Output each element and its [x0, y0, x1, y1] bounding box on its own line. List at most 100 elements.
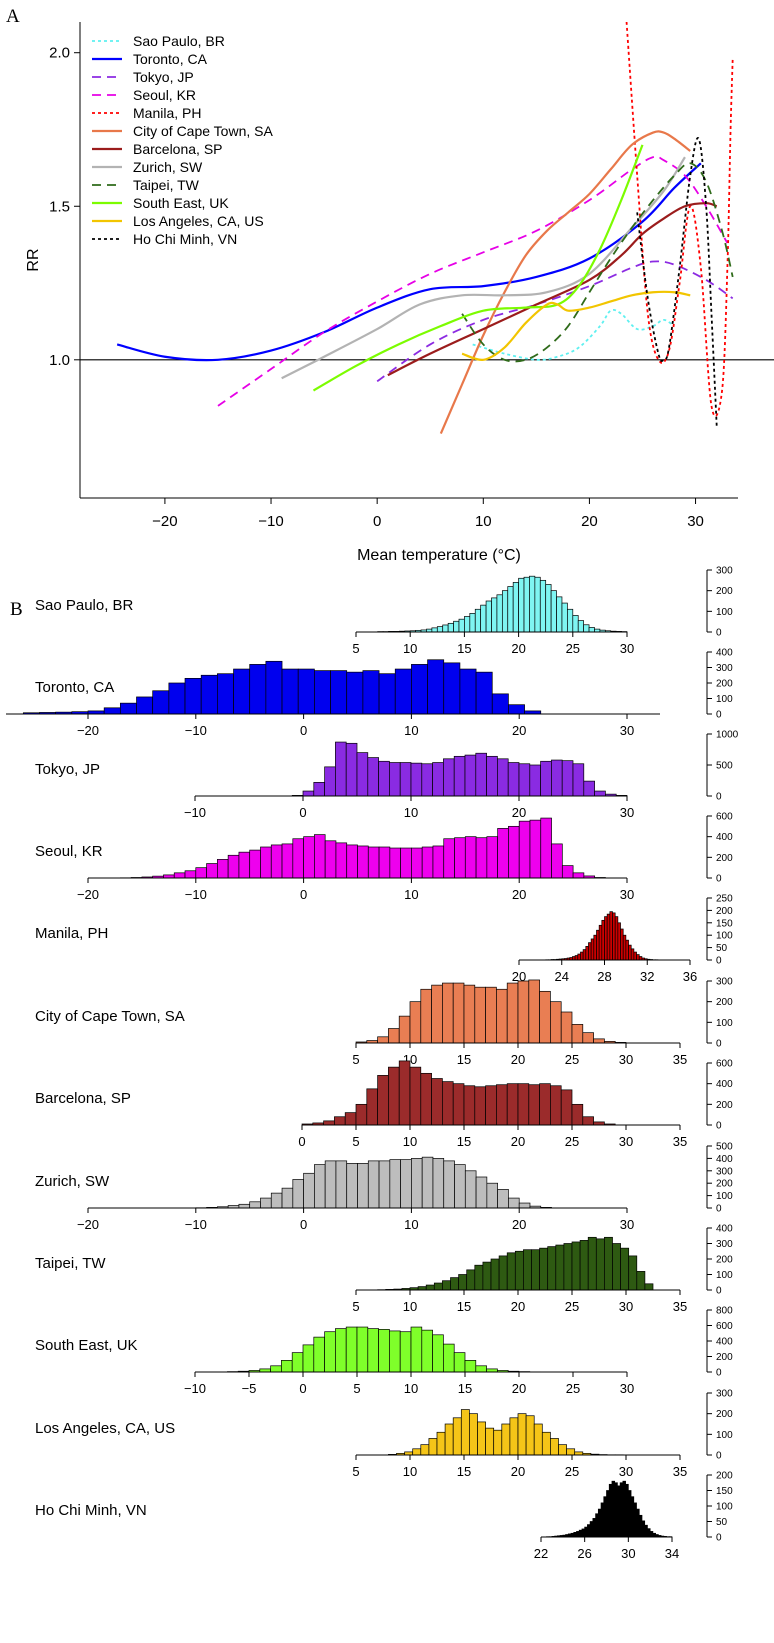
city-label: Seoul, KR: [35, 843, 103, 860]
histogram-bar: [622, 1480, 626, 1538]
histogram-bar: [571, 1024, 584, 1044]
histogram-bar: [346, 1163, 358, 1209]
count-tick-label: 200: [716, 906, 733, 917]
histogram-bar: [539, 1083, 551, 1126]
count-tick-label: 600: [716, 1321, 733, 1332]
histogram-bar: [506, 1252, 516, 1291]
histogram-bar: [314, 1164, 326, 1209]
count-tick-label: 100: [716, 1018, 733, 1029]
histogram-bar: [603, 1496, 607, 1538]
histogram-bar: [367, 846, 380, 879]
curve-los-angeles-ca-us: [461, 290, 691, 361]
histogram-bar: [592, 1518, 596, 1538]
count-tick-label: 1000: [716, 730, 739, 741]
histogram-bar: [433, 1282, 443, 1291]
histogram-bar: [388, 1028, 400, 1044]
histogram-bar: [539, 990, 551, 1044]
count-tick-label: 0: [716, 1039, 722, 1050]
x-tick-label: 0: [300, 1217, 307, 1232]
x-tick-label: 0: [299, 805, 306, 820]
histogram-bar: [508, 704, 525, 715]
x-tick-label: 15: [457, 1052, 471, 1067]
histogram-bar: [410, 762, 423, 797]
histogram-bar: [512, 582, 519, 633]
histogram-bar: [409, 1066, 422, 1126]
histogram-bar: [555, 1244, 565, 1291]
histogram-bar: [378, 846, 391, 879]
histogram-bar: [432, 762, 444, 797]
count-tick-label: 300: [716, 1239, 733, 1250]
histogram-bar: [452, 1083, 465, 1126]
histogram-bar: [400, 1159, 412, 1209]
histogram-barcelona-sp: Barcelona, SP 0 5 10 15 20 25 30 35 0 200 400 600: [35, 1059, 733, 1150]
histogram-bar: [313, 782, 325, 797]
histogram-bar: [595, 1513, 599, 1538]
x-tick-label: 35: [673, 1134, 687, 1149]
curve-ho-chi-minh-vn: [636, 137, 718, 428]
histogram-bar: [556, 596, 563, 633]
count-tick-label: 300: [716, 663, 733, 674]
histogram-bar: [378, 1160, 391, 1209]
histogram-bar: [566, 1448, 576, 1456]
x-tick-label: 20: [512, 723, 526, 738]
histogram-bar: [633, 1502, 637, 1538]
histogram-bar: [644, 1283, 654, 1291]
histogram-bar: [596, 929, 600, 961]
x-tick-label: 15: [457, 1134, 471, 1149]
x-tick-label: −20: [77, 887, 99, 902]
histogram-seoul-kr: Seoul, KR −20 −10 0 10 20 30 0 200 400 600: [35, 812, 733, 903]
x-tick-label: −10: [184, 805, 206, 820]
histogram-bar: [572, 956, 576, 961]
histogram-bar: [425, 1284, 435, 1291]
x-tick-label: 30: [620, 1381, 634, 1396]
legend-label-taipei-tw: Taipei, TW: [133, 177, 200, 193]
x-tick-label: 5: [352, 1299, 359, 1314]
histogram-bar: [421, 1156, 434, 1209]
curves: [116, 22, 734, 434]
histogram-bar: [249, 664, 267, 715]
curve-tokyo-jp: [376, 260, 734, 383]
histogram-bar: [636, 1271, 646, 1291]
histogram-bar: [453, 620, 460, 633]
histogram-bar: [292, 1179, 304, 1209]
histogram-bar: [517, 980, 530, 1044]
histogram-bar: [649, 1531, 654, 1538]
histogram-bar: [378, 1329, 390, 1373]
histogram-bar: [412, 1448, 422, 1456]
histogram-ho-chi-minh-vn: Ho Chi Minh, VN 22 26 30 34 0 50 100 150 200: [35, 1471, 733, 1562]
histogram-bar: [270, 1192, 283, 1209]
histogram-bar: [595, 1238, 605, 1291]
histogram-bar: [200, 674, 218, 715]
histogram-bar: [324, 840, 337, 879]
count-tick-label: 200: [716, 1255, 733, 1266]
histogram-bar: [529, 819, 542, 879]
histogram-bar: [636, 1508, 640, 1538]
histogram-bar: [411, 847, 423, 879]
histogram-bar: [506, 1083, 519, 1126]
histogram-bar: [377, 1036, 389, 1044]
histogram-bar: [628, 1255, 638, 1291]
histogram-bar: [330, 670, 348, 715]
histogram-bar: [238, 1203, 251, 1209]
histogram-bar: [431, 627, 438, 633]
histogram-bar: [609, 911, 613, 961]
histogram-bar: [443, 1343, 455, 1373]
histogram-bar: [611, 1480, 616, 1538]
histogram-bar: [485, 600, 492, 633]
histogram-bar: [410, 1326, 423, 1373]
count-tick-label: 150: [716, 918, 733, 929]
histogram-bar: [335, 741, 347, 797]
histogram-bar: [442, 1081, 454, 1126]
histogram-bar: [458, 1274, 468, 1291]
x-tick-label: 5: [353, 1381, 360, 1396]
count-tick-label: 400: [716, 1337, 733, 1348]
count-tick-label: 0: [716, 1451, 722, 1462]
x-tick-label: 34: [665, 1546, 679, 1561]
count-tick-label: 300: [716, 566, 733, 577]
count-tick-label: 800: [716, 1306, 733, 1317]
city-label: Taipei, TW: [35, 1255, 106, 1272]
histogram-bar: [485, 1427, 495, 1456]
histogram-bar: [398, 1060, 411, 1126]
histogram-bar: [421, 763, 433, 797]
histogram-bar: [443, 662, 461, 715]
